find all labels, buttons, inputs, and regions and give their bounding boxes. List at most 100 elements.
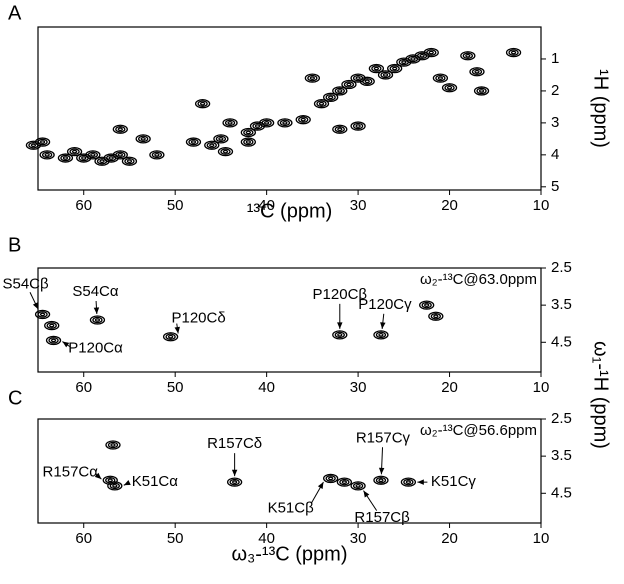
peak-contour [107, 441, 119, 449]
plot-frame [37, 418, 542, 524]
panel-label: A [8, 2, 22, 24]
peak-contour [197, 100, 208, 107]
x-tick-label: 10 [533, 379, 550, 396]
peak-contour [154, 152, 160, 157]
peak-contour [476, 87, 487, 95]
peak-contour [110, 443, 116, 447]
arrow-head [337, 322, 343, 329]
peak-contour [117, 127, 123, 132]
peak-contour [343, 81, 355, 88]
peak-contour [66, 146, 83, 157]
peak-contour [105, 440, 121, 450]
peak-contour [46, 322, 57, 329]
peak-contour [334, 126, 345, 133]
peak-contour [378, 333, 384, 337]
peak-contour [298, 116, 309, 123]
peak-contour [245, 140, 251, 144]
peak-contour [300, 117, 306, 122]
peak-contour [364, 79, 370, 84]
peak-contour [279, 119, 291, 127]
arrow-head [363, 490, 370, 498]
peak-contour [167, 334, 174, 339]
x-tick-label: 60 [75, 530, 92, 547]
peak-contour [423, 47, 439, 58]
y-tick-label: 3 [551, 114, 559, 131]
peak-contour [277, 118, 293, 128]
peak-contour [190, 140, 197, 144]
panel-label: C [8, 387, 22, 409]
peak-contour [37, 138, 48, 146]
x-tick-label: 50 [167, 379, 184, 396]
peak-contour [375, 331, 387, 339]
x-tick-label: 30 [350, 379, 367, 396]
peak-contour [39, 150, 55, 160]
peak-contour [115, 126, 126, 133]
peak-contour [446, 85, 453, 90]
peak-contour [222, 149, 229, 154]
peak-contour [332, 124, 348, 134]
peak-contour [92, 316, 103, 324]
peak-contour [371, 65, 382, 72]
panel-label: B [8, 234, 21, 256]
peak-contour [359, 76, 375, 86]
peak-contour [90, 152, 96, 157]
peak-contour [57, 153, 74, 163]
x-tick-label: 10 [533, 197, 550, 214]
x-tick-label: 50 [167, 197, 184, 214]
plot-frame [37, 26, 542, 191]
y-tick-label: 3.5 [551, 296, 572, 313]
x-tick-label: 60 [75, 197, 92, 214]
x-tick-label: 40 [258, 197, 275, 214]
peak-contour [304, 73, 321, 83]
y-axis-label: ¹H (ppm) [590, 69, 612, 148]
arrow-head [123, 479, 131, 486]
peak-contour [135, 134, 151, 144]
peak-contour [341, 480, 348, 484]
peak-label: R157Cδ [207, 435, 262, 452]
peak-contour [34, 309, 51, 320]
peak-contour [325, 94, 336, 101]
peak-contour [328, 476, 334, 481]
peak-contour [323, 473, 339, 484]
peak-contour [471, 68, 483, 75]
peak-contour [510, 50, 517, 55]
peak-contour [117, 152, 123, 157]
peak-contour [220, 148, 231, 155]
peak-contour [432, 73, 449, 83]
peak-contour [245, 130, 251, 135]
peak-contour [48, 337, 59, 344]
x-tick-label: 40 [258, 530, 275, 547]
peak-contour [373, 475, 389, 485]
peak-contour [60, 154, 71, 162]
peak-contour [124, 157, 135, 165]
peak-label: K51Cγ [431, 473, 477, 490]
peak-contour [87, 151, 99, 159]
peak-contour [213, 134, 229, 144]
peak-contour [71, 149, 78, 154]
peak-contour [41, 151, 53, 159]
arrow-head [231, 469, 238, 477]
peak-contour [355, 124, 361, 128]
peak-contour [405, 480, 412, 484]
peak-contour [478, 89, 485, 93]
peak-contour [336, 477, 353, 487]
peak-contour [138, 135, 149, 143]
peak-contour [243, 129, 254, 136]
peak-contour [403, 478, 414, 486]
peak-contour [387, 63, 403, 74]
peak-contour [69, 148, 80, 155]
peak-contour [107, 481, 123, 491]
peak-label: S54Cβ [2, 275, 49, 292]
y-tick-label: 4 [551, 146, 559, 163]
peak-contour [44, 320, 60, 331]
peak-contour [227, 121, 233, 125]
peak-label: K51Cα [132, 473, 179, 490]
peak-contour [240, 127, 256, 138]
peak-contour [206, 142, 217, 149]
peak-contour [318, 101, 325, 106]
peak-contour [421, 301, 432, 309]
arrow-head [174, 326, 180, 334]
x-tick-label: 60 [75, 379, 92, 396]
peak-contour [428, 311, 444, 321]
